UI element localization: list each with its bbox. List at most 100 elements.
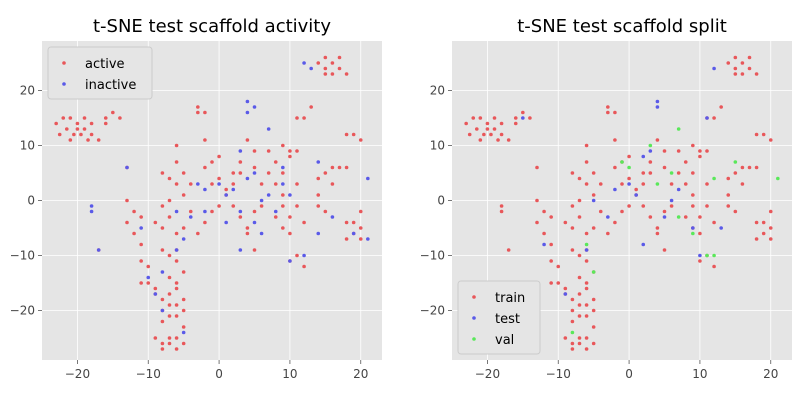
point-active (181, 341, 186, 346)
point-train (464, 121, 468, 126)
series-inactive (89, 61, 370, 335)
point-active (181, 297, 186, 302)
point-train (535, 198, 539, 203)
point-test (613, 187, 617, 192)
point-active (167, 292, 172, 296)
point-val (584, 242, 589, 247)
point-active (111, 110, 115, 115)
point-active (273, 182, 278, 186)
point-active (217, 154, 221, 159)
point-active (167, 253, 172, 258)
point-test (669, 198, 674, 203)
point-train (754, 220, 759, 225)
point-train (733, 55, 738, 60)
point-inactive (181, 330, 186, 335)
point-train (584, 347, 589, 351)
point-active (295, 116, 299, 120)
point-active (181, 270, 186, 274)
point-inactive (188, 215, 193, 219)
point-active (281, 171, 285, 175)
point-active (316, 204, 321, 208)
point-train (761, 231, 766, 236)
point-train (584, 281, 589, 285)
x-tick-label: −10 (136, 367, 161, 381)
point-active (323, 55, 328, 60)
point-train (627, 204, 631, 208)
point-train (698, 231, 702, 236)
point-inactive (146, 275, 151, 280)
point-active (160, 347, 165, 351)
point-train (754, 132, 759, 137)
point-active (68, 116, 73, 120)
point-active (358, 138, 363, 142)
point-active (252, 149, 257, 153)
point-val (669, 171, 674, 175)
point-active (181, 226, 186, 230)
point-active (316, 176, 321, 181)
point-active (139, 259, 143, 263)
point-active (160, 226, 165, 230)
point-inactive (281, 165, 285, 170)
point-train (726, 176, 731, 181)
point-active (125, 198, 129, 203)
point-inactive (217, 182, 221, 186)
point-train (733, 209, 738, 214)
point-inactive (302, 61, 306, 65)
point-train (570, 341, 575, 346)
point-train (549, 242, 553, 247)
point-train (620, 209, 624, 214)
point-inactive (153, 292, 158, 296)
point-inactive (273, 209, 278, 214)
legend: train test val (457, 280, 541, 355)
point-val (676, 127, 681, 131)
point-test (641, 154, 646, 159)
point-test (542, 242, 546, 247)
point-train (754, 237, 759, 241)
point-train (634, 187, 638, 192)
point-active (203, 165, 207, 170)
point-train (726, 193, 731, 197)
point-train (584, 182, 589, 186)
point-active (125, 220, 129, 225)
point-active (295, 149, 299, 153)
point-active (68, 138, 73, 142)
point-train (648, 171, 653, 175)
point-train (648, 215, 653, 219)
point-inactive (366, 176, 370, 181)
point-train (691, 204, 695, 208)
point-train (584, 314, 589, 318)
point-train (754, 72, 759, 76)
point-active (358, 237, 363, 241)
point-inactive (238, 209, 243, 214)
point-active (273, 215, 278, 219)
point-active (174, 347, 179, 351)
point-active (231, 182, 236, 186)
point-active (89, 121, 94, 126)
point-inactive (266, 193, 271, 197)
point-inactive (316, 231, 321, 236)
point-train (683, 182, 688, 186)
point-train (768, 138, 773, 142)
point-train (641, 182, 646, 186)
point-active (118, 116, 122, 120)
point-train (655, 231, 660, 236)
point-test (655, 99, 660, 104)
point-active (188, 209, 193, 214)
point-train (598, 182, 603, 186)
axis-ticks: −20 −10 0 10 20 −20 −10 0 10 20 (420, 84, 779, 382)
point-train (683, 160, 688, 164)
point-train (591, 308, 596, 313)
legend-marker-active (62, 61, 66, 65)
point-active (160, 341, 165, 346)
point-train (683, 215, 688, 219)
series-active (54, 55, 363, 351)
point-inactive (288, 259, 292, 263)
point-train (733, 66, 738, 71)
scatter-panel-activity: −20 −10 0 10 20 −20 −10 0 10 20 t-SNE test scaffo… (10, 16, 382, 381)
point-active (160, 248, 165, 252)
point-active (259, 182, 264, 186)
point-active (316, 61, 321, 65)
point-inactive (245, 99, 250, 104)
grid (452, 41, 792, 360)
legend-label-inactive: inactive (85, 78, 136, 93)
